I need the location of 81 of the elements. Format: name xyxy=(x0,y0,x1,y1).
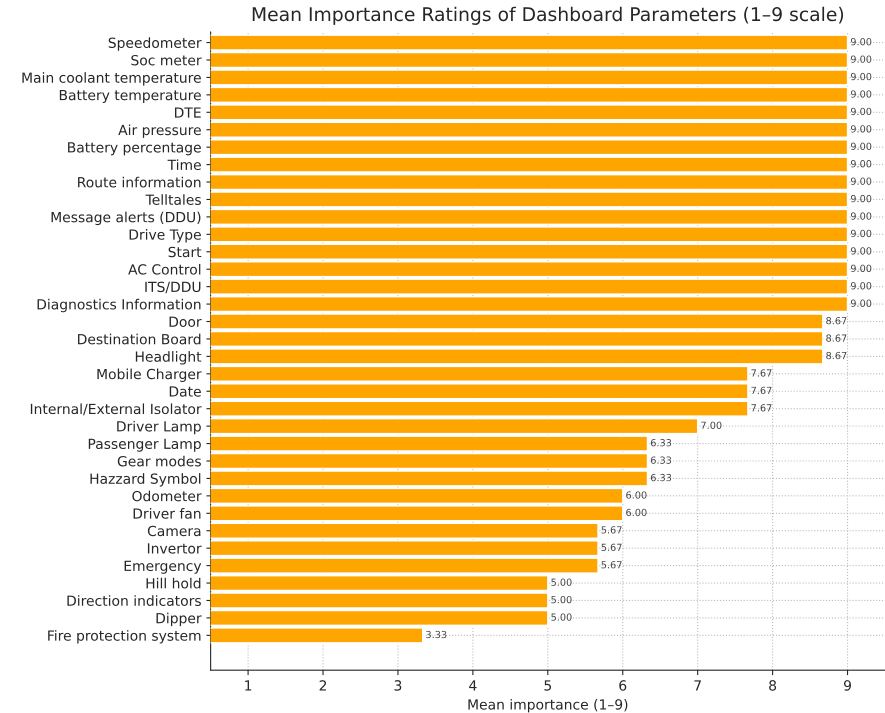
data-label: 6.00 xyxy=(626,491,647,499)
data-label: 6.00 xyxy=(626,508,647,516)
chart-title: Mean Importance Ratings of Dashboard Parameters (1–9 scale) xyxy=(252,6,844,25)
data-label: 8.67 xyxy=(826,352,846,360)
x-tick-label: 8 xyxy=(769,680,776,691)
x-axis-title: Mean importance (1–9) xyxy=(468,698,628,712)
y-tick-label: ITS/DDU xyxy=(145,282,200,294)
y-tick-label: Drive Type xyxy=(130,229,201,242)
data-label: 9.00 xyxy=(850,108,872,116)
y-tick-label: Dipper xyxy=(156,612,202,626)
y-tick-label: Date xyxy=(170,386,201,397)
y-tick-label: Emergency xyxy=(124,560,202,574)
y-tick-label: Speedometer xyxy=(108,37,202,51)
data-label: 7.00 xyxy=(701,422,722,429)
data-label: 9.00 xyxy=(850,142,872,150)
data-label: 7.67 xyxy=(751,369,772,377)
data-label: 9.00 xyxy=(850,230,872,238)
y-tick-label: Hazzard Symbol xyxy=(90,473,200,487)
y-tick-label: Route information xyxy=(78,176,200,188)
y-tick-label: Driver Lamp xyxy=(117,420,201,434)
x-tick-label: 4 xyxy=(469,680,477,690)
data-label: 9.00 xyxy=(850,90,872,98)
data-label: 9.00 xyxy=(850,55,872,63)
data-label: 9.00 xyxy=(850,125,872,133)
y-tick-label: Air pressure xyxy=(118,124,201,138)
data-label: 5.00 xyxy=(551,596,572,604)
x-tick-label: 9 xyxy=(844,680,851,691)
data-label: 5.00 xyxy=(551,578,572,586)
y-tick-label: Door xyxy=(170,316,202,327)
y-tick-label: Invertor xyxy=(148,543,202,554)
data-label: 7.67 xyxy=(751,404,772,412)
y-tick-label: Camera xyxy=(148,526,200,536)
data-label: 7.67 xyxy=(751,386,772,394)
y-tick-label: Battery temperature xyxy=(60,90,201,104)
y-tick-label: Passenger Lamp xyxy=(88,438,201,452)
y-tick-label: Headlight xyxy=(136,351,202,365)
y-tick-label: Direction indicators xyxy=(67,595,201,606)
data-label: 9.00 xyxy=(850,282,872,290)
y-tick-label: Driver fan xyxy=(134,508,200,519)
x-tick-label: 2 xyxy=(320,680,326,690)
data-label: 9.00 xyxy=(850,194,872,202)
y-tick-label: AC Control xyxy=(128,264,200,275)
data-label: 9.00 xyxy=(850,212,872,220)
data-label: 9.00 xyxy=(850,264,872,272)
data-label: 9.00 xyxy=(850,177,872,185)
x-tick-label: 7 xyxy=(694,680,701,690)
data-label: 9.00 xyxy=(850,247,872,255)
y-tick-label: Diagnostics Information xyxy=(38,298,200,312)
data-label: 3.33 xyxy=(426,630,446,638)
y-tick-label: Mobile Charger xyxy=(97,368,202,382)
y-tick-label: Odometer xyxy=(132,490,202,502)
y-tick-label: Internal/External Isolator xyxy=(30,403,202,416)
y-tick-label: Hill hold xyxy=(146,578,200,589)
y-tick-label: Time xyxy=(168,159,201,170)
data-label: 5.67 xyxy=(602,526,622,534)
x-tick-label: 3 xyxy=(394,680,402,691)
data-label: 5.67 xyxy=(602,561,622,568)
data-label: 9.00 xyxy=(850,38,872,46)
data-label: 6.33 xyxy=(650,474,672,482)
y-tick-label: Start xyxy=(168,246,202,258)
x-tick-label: 1 xyxy=(245,680,252,690)
y-tick-label: DTE xyxy=(175,107,201,118)
x-tick-label: 5 xyxy=(544,680,552,691)
data-label: 8.67 xyxy=(826,316,846,324)
data-label: 5.67 xyxy=(602,544,622,551)
x-tick-label: 6 xyxy=(619,680,626,691)
y-tick-label: Soc meter xyxy=(131,54,202,66)
y-tick-label: Main coolant temperature xyxy=(22,72,201,86)
data-label: 6.33 xyxy=(650,456,672,464)
y-tick-label: Battery percentage xyxy=(68,142,201,156)
y-tick-label: Message alerts (DDU) xyxy=(52,212,200,226)
y-tick-label: Fire protection system xyxy=(48,630,200,644)
y-tick-label: Destination Board xyxy=(78,334,200,344)
y-tick-label: Telltales xyxy=(146,194,201,205)
data-label: 9.00 xyxy=(850,72,872,80)
data-label: 9.00 xyxy=(850,300,872,307)
data-label: 8.67 xyxy=(826,334,846,342)
y-tick-label: Gear modes xyxy=(118,456,201,466)
data-label: 9.00 xyxy=(850,160,872,168)
data-label: 5.00 xyxy=(551,613,572,621)
data-label: 6.33 xyxy=(650,439,672,446)
